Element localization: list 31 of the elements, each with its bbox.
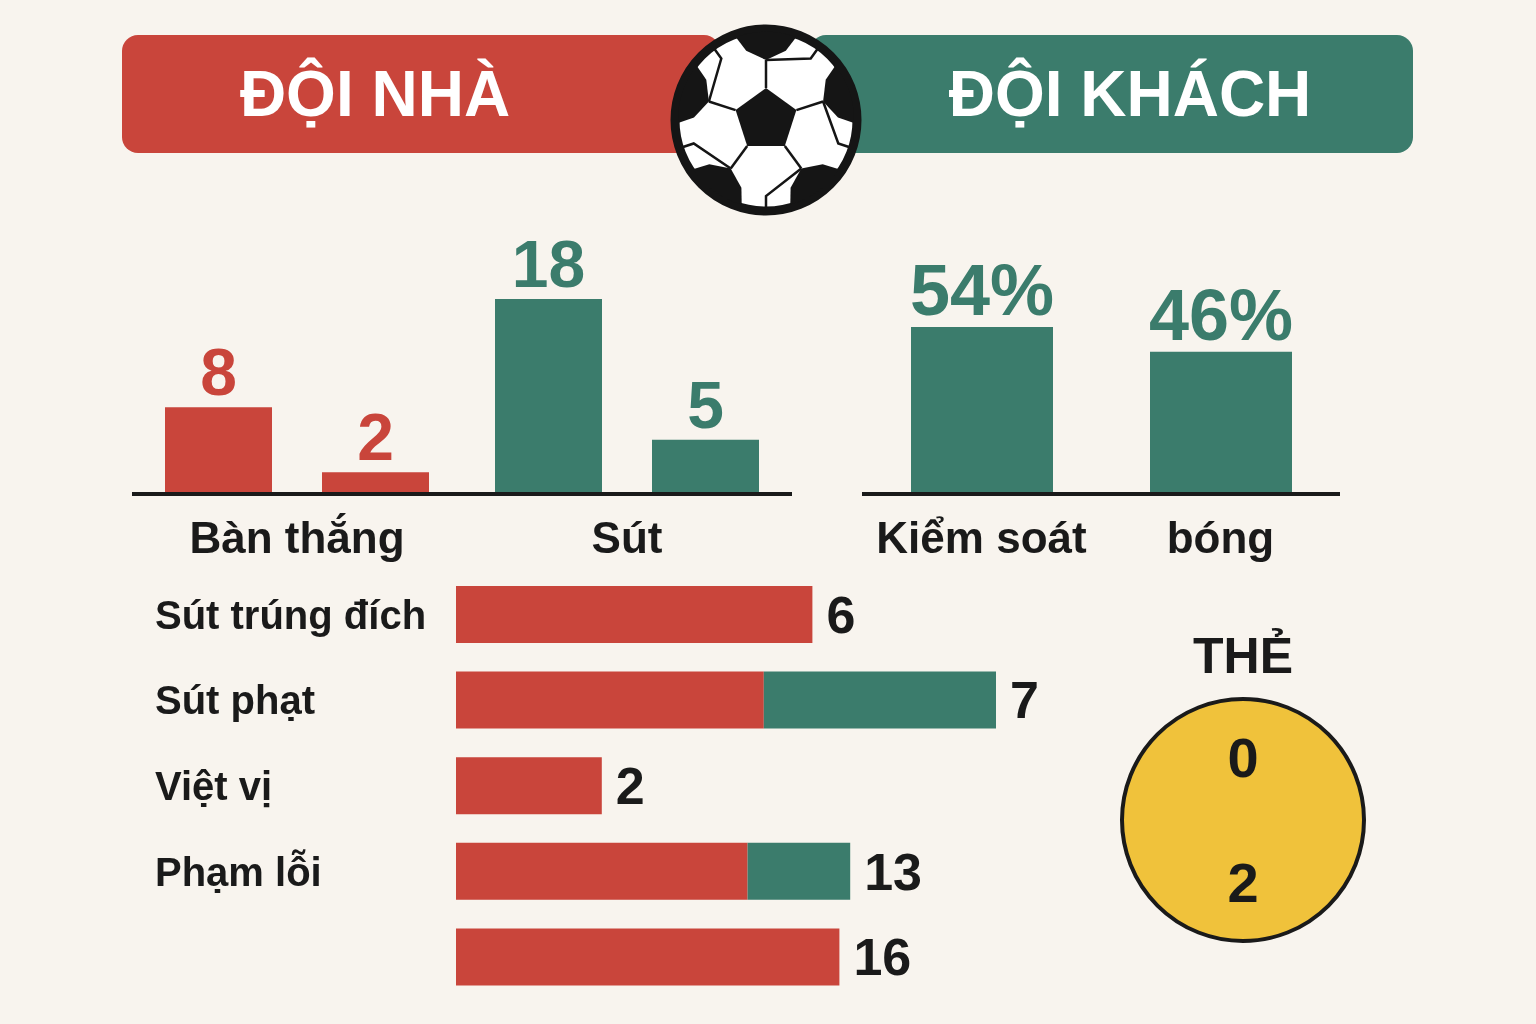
text: ĐỘI NHÀ [239,58,511,130]
text: ĐỘI KHÁCH [948,58,1312,130]
annotation: 16 [853,928,912,987]
bar [456,671,764,729]
annotation: 2 [615,757,645,815]
bar [456,757,602,815]
y-tick-label: Phạm lỗi [155,848,322,894]
data-label: 8 [200,335,237,410]
data-label: 2 [357,400,394,475]
data-label: 5 [687,367,724,442]
data-label: 54% [909,250,1055,330]
bar [456,842,748,900]
y-tick-label: Việt vị [155,764,273,808]
data-label: 18 [511,227,586,301]
annotation: 6 [826,585,856,644]
bar [456,928,840,986]
y-tick-label: Sút trúng đích [155,592,427,637]
data-label: 46% [1148,274,1294,355]
x-tick-label: Bàn thắng [189,512,405,562]
chart-title: THẺ [1192,627,1294,686]
y-tick-label: Sút phạt [155,678,315,723]
annotation: 7 [1010,671,1039,730]
bar [747,842,851,900]
data-label: 2 [1227,850,1259,914]
annotation: 13 [864,842,923,901]
bar [456,586,813,643]
bar [763,671,996,729]
x-tick-label: bóng [1166,512,1275,562]
x-tick-label: Kiểm soát [876,512,1087,562]
x-tick-label: Sút [591,512,663,562]
text: 0 [1227,726,1259,790]
